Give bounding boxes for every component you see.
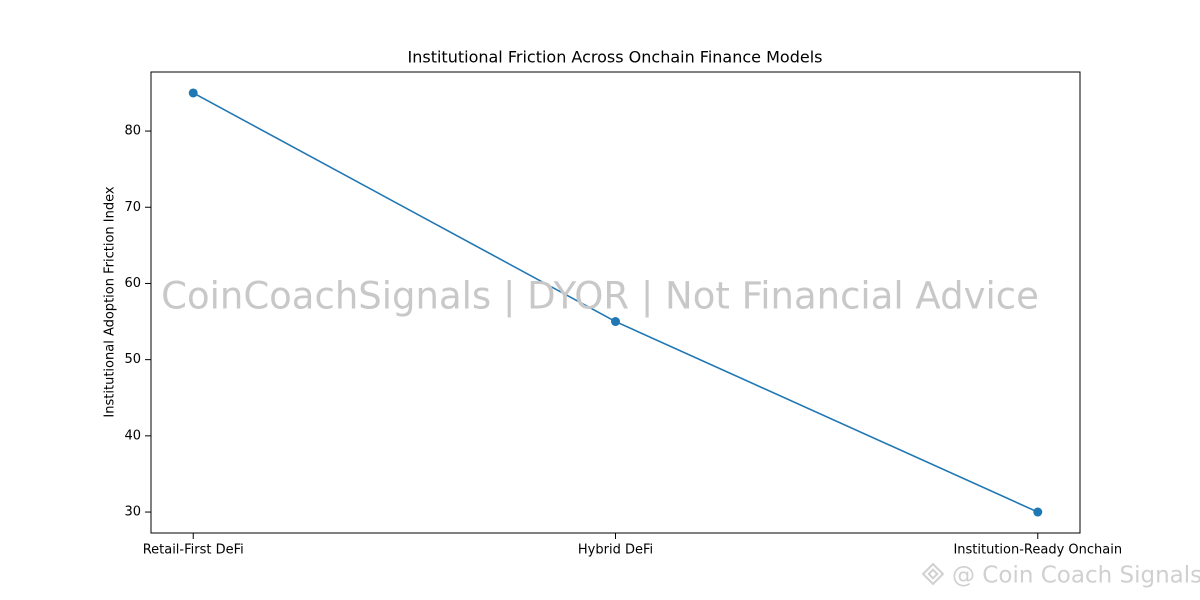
credit-logo — [921, 562, 945, 586]
y-tick-label: 80 — [124, 124, 141, 139]
y-tick-label: 30 — [124, 505, 141, 520]
y-tick-label: 60 — [124, 276, 141, 291]
point — [188, 88, 198, 98]
watermark: CoinCoachSignals | DYOR | Not Financial … — [161, 275, 1039, 318]
plot-area — [188, 88, 1043, 517]
point — [611, 317, 620, 327]
y-tick-label: 40 — [124, 428, 141, 443]
y-tick-label: 70 — [124, 200, 141, 215]
point — [1033, 507, 1043, 517]
x-tick-label: Hybrid DeFi — [578, 543, 653, 558]
y-tick-label: 50 — [124, 352, 141, 367]
x-tick-label: Retail-First DeFi — [143, 543, 244, 558]
y-axis-label: Institutional Adoption Friction Index — [103, 186, 118, 417]
credit: @ Coin Coach Signals — [952, 563, 1200, 589]
chart-title: Institutional Friction Across Onchain Fi… — [408, 48, 823, 67]
x-tick-label: Institution-Ready Onchain — [953, 543, 1122, 558]
